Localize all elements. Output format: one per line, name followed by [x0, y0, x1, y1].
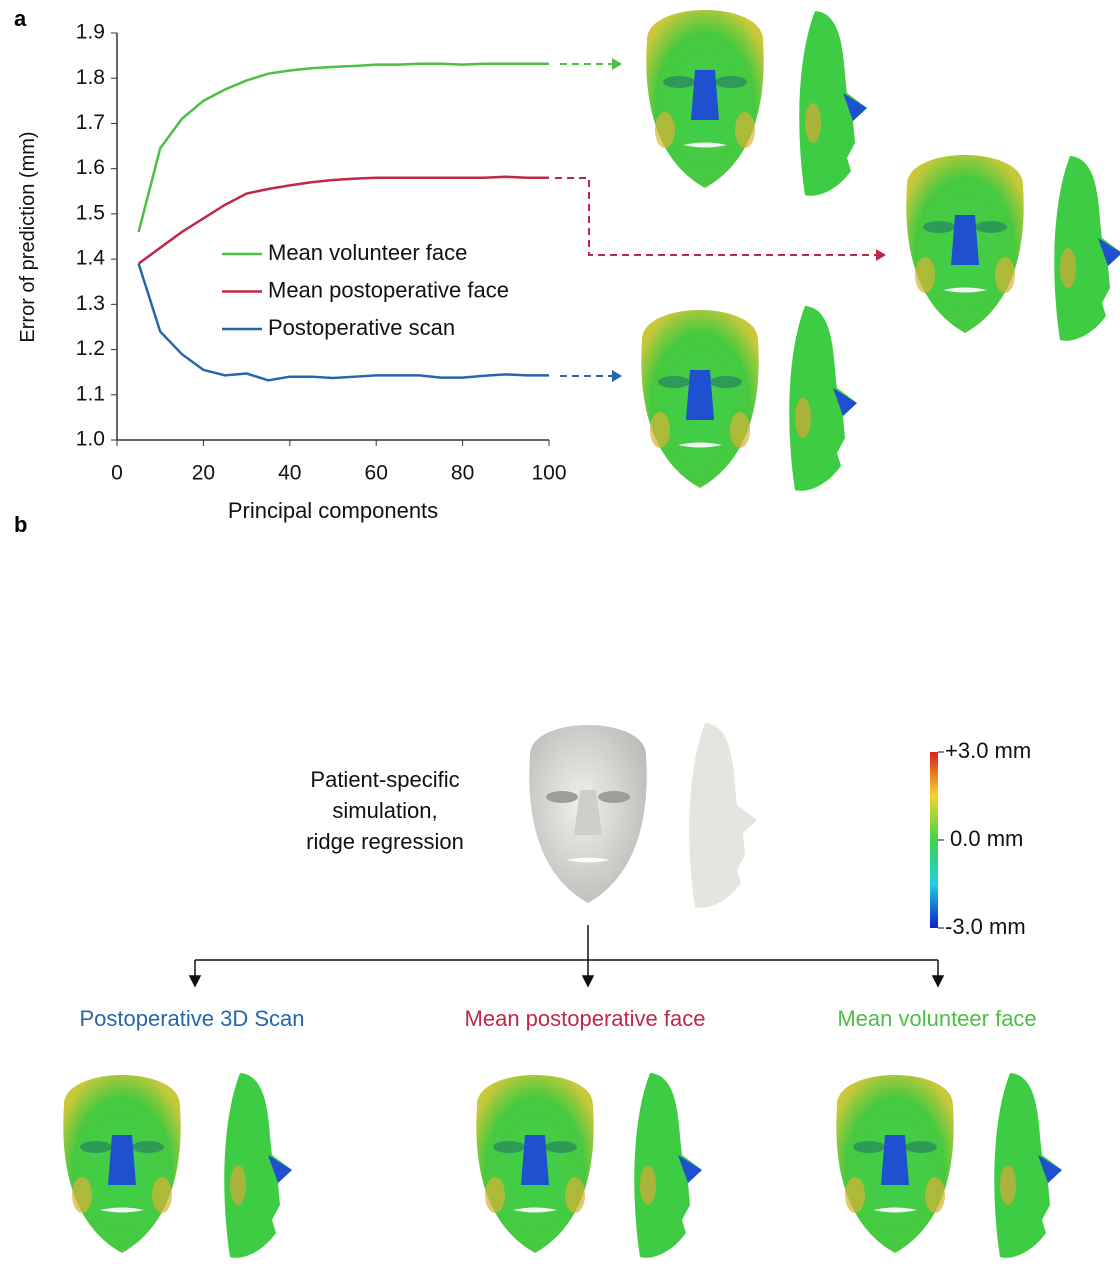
- figure: a b Patient-specific simulation, ridge r…: [0, 0, 1120, 1283]
- legend-label: Postoperative scan: [268, 315, 455, 340]
- panel-b-images: [63, 723, 1062, 1258]
- simulation-label: ridge regression: [306, 829, 464, 854]
- y-tick-label: 1.6: [76, 156, 105, 179]
- x-tick-label: 20: [192, 462, 215, 485]
- legend-label: Mean volunteer face: [268, 240, 467, 265]
- flow-arrows: [190, 925, 943, 986]
- x-tick-label: 80: [451, 462, 474, 485]
- legend-label: Mean postoperative face: [268, 277, 509, 302]
- y-tick-label: 1.1: [76, 382, 105, 405]
- y-tick-label: 1.4: [76, 247, 106, 270]
- panel-label: b: [14, 512, 27, 537]
- colorbar-label: +3.0 mm: [945, 738, 1031, 763]
- y-tick-label: 1.9: [76, 21, 105, 44]
- y-tick-label: 1.2: [76, 337, 105, 360]
- x-tick-label: 100: [531, 462, 566, 485]
- x-tick-label: 0: [111, 462, 123, 485]
- output-label: Mean volunteer face: [837, 1006, 1036, 1031]
- x-axis-title: Principal components: [228, 498, 438, 523]
- simulation-label: Patient-specific: [310, 767, 459, 792]
- colorbar: +3.0 mm 0.0 mm -3.0 mm: [930, 738, 1031, 939]
- y-tick-label: 1.0: [76, 428, 105, 451]
- face-images: [641, 10, 1120, 491]
- plot: 1.0 1.1 1.2 1.3 1.4 1.5 1.6 1.7 1.8 1.9 0 20 40 60 80 1…: [76, 21, 567, 485]
- panel-label: a: [14, 6, 27, 31]
- simulation-label: simulation,: [332, 798, 437, 823]
- colorbar-label: 0.0 mm: [950, 826, 1023, 851]
- x-tick-label: 60: [365, 462, 388, 485]
- y-tick-label: 1.8: [76, 66, 105, 89]
- y-tick-label: 1.5: [76, 201, 105, 224]
- series-line: [139, 64, 549, 232]
- colorbar-label: -3.0 mm: [945, 914, 1026, 939]
- y-axis-title: Error of prediction (mm): [17, 131, 39, 342]
- page: {"panel_labels": ["a", "b"], "chart_data…: [0, 0, 1120, 1288]
- x-tick-label: 40: [278, 462, 301, 485]
- y-tick-label: 1.7: [76, 111, 105, 134]
- output-label: Postoperative 3D Scan: [79, 1006, 304, 1031]
- output-label: Mean postoperative face: [465, 1006, 706, 1031]
- y-tick-label: 1.3: [76, 292, 105, 315]
